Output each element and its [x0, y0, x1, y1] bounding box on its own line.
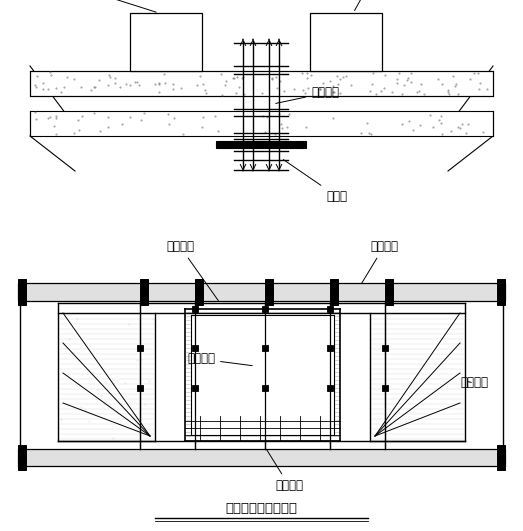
Text: 承重梁: 承重梁 — [283, 160, 347, 202]
Bar — [192, 385, 198, 391]
Bar — [137, 345, 143, 351]
Bar — [195, 279, 203, 305]
Bar — [30, 71, 493, 96]
Bar — [327, 385, 333, 391]
Text: 配重水箱: 配重水箱 — [55, 0, 156, 12]
Bar — [382, 345, 388, 351]
Bar — [140, 279, 148, 305]
Bar — [192, 345, 198, 351]
Bar — [137, 385, 143, 391]
Text: 悬吊系统: 悬吊系统 — [166, 240, 219, 301]
Bar — [497, 445, 505, 470]
Bar — [497, 279, 505, 305]
Text: 承重横梁: 承重横梁 — [361, 240, 398, 284]
Text: 外模系统: 外模系统 — [460, 376, 488, 390]
Bar — [18, 283, 505, 301]
Text: 中跨合拢吊架示意图: 中跨合拢吊架示意图 — [225, 502, 297, 516]
Text: 配重水箱: 配重水箱 — [355, 0, 383, 11]
Bar — [327, 306, 333, 312]
Bar — [265, 279, 273, 305]
Bar — [262, 306, 268, 312]
Bar — [262, 385, 268, 391]
Bar — [30, 111, 493, 136]
Text: 内模系统: 内模系统 — [187, 353, 252, 366]
Text: 劲性骨架: 劲性骨架 — [276, 87, 339, 104]
Bar — [385, 279, 393, 305]
Text: 底模系统: 底模系统 — [267, 449, 303, 492]
Bar — [18, 279, 26, 305]
Bar — [192, 306, 198, 312]
Bar — [18, 449, 505, 466]
Bar — [18, 445, 26, 470]
Bar — [262, 345, 268, 351]
Bar — [130, 13, 202, 71]
Bar — [382, 385, 388, 391]
Bar — [216, 141, 306, 148]
Bar — [327, 345, 333, 351]
Bar — [330, 279, 338, 305]
Bar — [310, 13, 382, 71]
